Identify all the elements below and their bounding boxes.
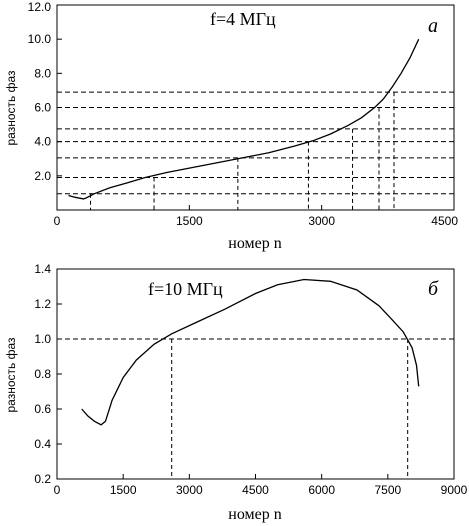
- frequency-annotation-a: f=4 МГц: [210, 9, 276, 29]
- y-tick-label: 1.4: [34, 262, 51, 276]
- y-tick-label: 0.8: [34, 367, 51, 381]
- panel-letter-b: б: [428, 278, 439, 300]
- x-tick-label: 4500: [431, 214, 458, 228]
- series-line: [68, 38, 420, 200]
- x-tick-label: 4500: [242, 483, 269, 497]
- x-ticks-b: 0 1500 3000 4500 6000 7500 9000: [54, 474, 468, 497]
- phase-curve-b: [81, 278, 420, 426]
- y-tick-label: 4.0: [34, 135, 51, 149]
- x-tick-label: 0: [54, 483, 61, 497]
- x-tick-label: 0: [54, 214, 61, 228]
- x-tick-label: 1500: [176, 214, 203, 228]
- y-tick-label: 0.4: [34, 437, 51, 451]
- y-tick-label: 2.0: [34, 169, 51, 183]
- panel-letter-a: a: [428, 15, 438, 37]
- x-axis-label-a: номер n: [228, 235, 281, 252]
- y-tick-label: 10.0: [28, 32, 52, 46]
- x-tick-label: 7500: [374, 483, 401, 497]
- x-axis-label-b: номер n: [228, 506, 281, 523]
- y-tick-label: 1.2: [34, 297, 51, 311]
- x-tick-label: 3000: [176, 483, 203, 497]
- x-ticks-a: 0 1500 3000 4500: [54, 205, 458, 228]
- y-axis-label-a: разность фаз: [4, 70, 18, 146]
- guide-lines-a: [57, 91, 454, 210]
- y-tick-label: 0.6: [34, 402, 51, 416]
- x-tick-label: 9000: [441, 483, 468, 497]
- frequency-annotation-b: f=10 МГц: [148, 279, 223, 299]
- y-tick-label: 8.0: [34, 66, 51, 80]
- y-tick-label: 1.0: [34, 332, 51, 346]
- panel-b: 0 1500 3000 4500 6000 7500 9000 0.2 0.4 0.6 0.8 1.…: [4, 262, 468, 523]
- y-tick-label: 0.2: [34, 472, 51, 486]
- guide-lines-b: [57, 338, 454, 479]
- y-ticks-a: 2.0 4.0 6.0 8.0 10.0 12.0: [28, 0, 62, 183]
- x-tick-label: 1500: [110, 483, 137, 497]
- plot-frame-b: [56, 268, 455, 480]
- x-tick-label: 3000: [308, 214, 335, 228]
- x-tick-label: 6000: [308, 483, 335, 497]
- y-tick-label: 6.0: [34, 101, 51, 115]
- y-axis-label-b: разность фаз: [4, 337, 18, 413]
- series-line: [81, 278, 420, 426]
- phase-curve-a: [68, 38, 420, 200]
- y-ticks-b: 0.2 0.4 0.6 0.8 1.0 1.2 1.4: [34, 262, 62, 486]
- y-tick-label: 12.0: [28, 0, 52, 14]
- panel-a: 0 1500 3000 4500 2.0 4.0 6.0 8.0 10.0 12.0 номер…: [4, 0, 458, 252]
